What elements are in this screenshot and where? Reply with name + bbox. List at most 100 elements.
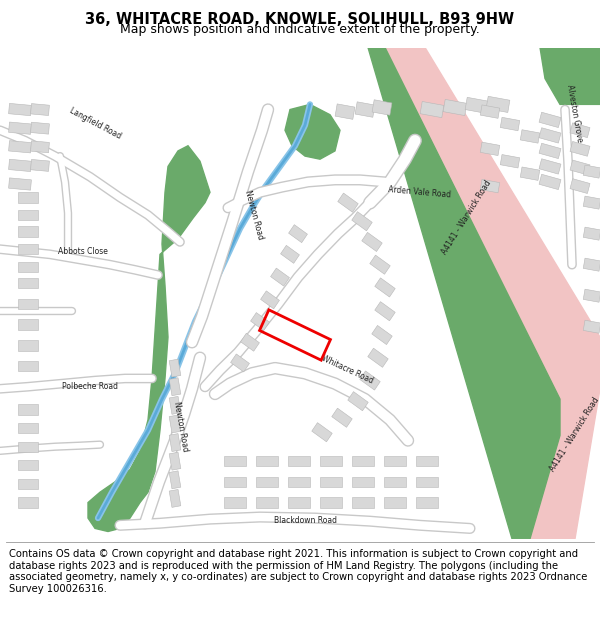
Bar xyxy=(8,178,31,190)
Bar xyxy=(260,291,280,309)
Bar xyxy=(18,423,38,433)
Bar xyxy=(18,262,38,272)
Bar xyxy=(384,456,406,466)
Bar xyxy=(18,278,38,289)
Bar xyxy=(384,477,406,487)
Bar xyxy=(583,165,600,178)
Bar xyxy=(251,312,269,331)
Bar xyxy=(169,396,181,414)
Text: Whitacre Road: Whitacre Road xyxy=(320,354,374,386)
Bar xyxy=(480,142,500,156)
Polygon shape xyxy=(285,104,340,159)
Bar xyxy=(169,434,181,451)
Bar xyxy=(480,105,500,118)
Bar xyxy=(443,99,467,116)
Bar xyxy=(18,319,38,330)
Text: 36, WHITACRE ROAD, KNOWLE, SOLIHULL, B93 9HW: 36, WHITACRE ROAD, KNOWLE, SOLIHULL, B93… xyxy=(85,12,515,27)
Bar xyxy=(486,96,510,112)
Bar xyxy=(289,224,307,243)
Bar xyxy=(583,196,600,209)
Bar xyxy=(31,122,49,134)
Text: Map shows position and indicative extent of the property.: Map shows position and indicative extent… xyxy=(120,22,480,36)
Bar xyxy=(288,498,310,508)
Bar xyxy=(416,477,438,487)
Bar xyxy=(570,141,590,156)
Text: Alveston Grove: Alveston Grove xyxy=(565,84,584,142)
Text: Polbeche Road: Polbeche Road xyxy=(62,382,118,391)
Bar xyxy=(368,348,388,368)
Bar xyxy=(288,456,310,466)
Bar xyxy=(256,498,278,508)
Bar xyxy=(169,471,181,489)
Bar xyxy=(8,141,31,153)
Bar xyxy=(320,477,342,487)
Bar xyxy=(281,246,299,263)
Bar xyxy=(169,359,181,377)
Bar xyxy=(480,179,500,192)
Bar xyxy=(18,460,38,471)
Bar xyxy=(320,498,342,508)
Bar xyxy=(355,102,375,118)
Bar xyxy=(18,340,38,351)
Bar xyxy=(18,299,38,309)
Text: Contains OS data © Crown copyright and database right 2021. This information is : Contains OS data © Crown copyright and d… xyxy=(9,549,587,594)
Bar xyxy=(583,320,600,333)
Text: Blackdown Road: Blackdown Road xyxy=(274,516,337,525)
Bar xyxy=(8,103,31,116)
Polygon shape xyxy=(368,48,560,539)
Bar xyxy=(169,489,181,508)
Bar xyxy=(420,101,444,118)
Bar xyxy=(539,174,561,189)
Bar xyxy=(362,232,382,251)
Bar xyxy=(520,130,540,143)
Bar xyxy=(18,404,38,414)
Bar xyxy=(570,179,590,194)
Bar xyxy=(352,498,374,508)
Bar xyxy=(465,98,489,114)
Bar xyxy=(348,392,368,411)
Bar xyxy=(539,127,561,143)
Bar xyxy=(312,422,332,442)
Bar xyxy=(416,498,438,508)
Bar xyxy=(8,122,31,134)
Bar xyxy=(8,159,31,171)
Bar xyxy=(570,123,590,138)
Bar xyxy=(539,143,561,159)
Bar xyxy=(352,477,374,487)
Bar xyxy=(18,479,38,489)
Bar xyxy=(31,159,49,171)
Bar xyxy=(271,268,289,286)
Bar xyxy=(224,498,246,508)
Text: A4141 - Warwick Road: A4141 - Warwick Road xyxy=(440,179,493,256)
Bar xyxy=(169,415,181,433)
Bar xyxy=(500,154,520,168)
Bar xyxy=(241,333,259,351)
Polygon shape xyxy=(540,48,600,104)
Bar xyxy=(18,226,38,237)
Bar xyxy=(570,160,590,175)
Bar xyxy=(224,477,246,487)
Bar xyxy=(332,408,352,428)
Text: Newton Road: Newton Road xyxy=(243,189,265,241)
Bar xyxy=(18,441,38,452)
Bar xyxy=(169,378,181,396)
Bar xyxy=(18,361,38,371)
Bar xyxy=(583,258,600,271)
Bar xyxy=(500,118,520,131)
Bar xyxy=(370,255,390,274)
Bar xyxy=(338,193,358,213)
Bar xyxy=(352,456,374,466)
Bar xyxy=(320,456,342,466)
Bar xyxy=(288,477,310,487)
Bar xyxy=(372,326,392,344)
Bar xyxy=(352,212,372,231)
Polygon shape xyxy=(385,48,600,539)
Bar xyxy=(372,100,392,115)
Polygon shape xyxy=(88,146,210,531)
Bar xyxy=(18,210,38,220)
Text: Langfield Road: Langfield Road xyxy=(68,106,122,141)
Bar xyxy=(31,141,49,152)
Bar xyxy=(583,289,600,302)
Bar xyxy=(520,167,540,181)
Bar xyxy=(18,192,38,202)
